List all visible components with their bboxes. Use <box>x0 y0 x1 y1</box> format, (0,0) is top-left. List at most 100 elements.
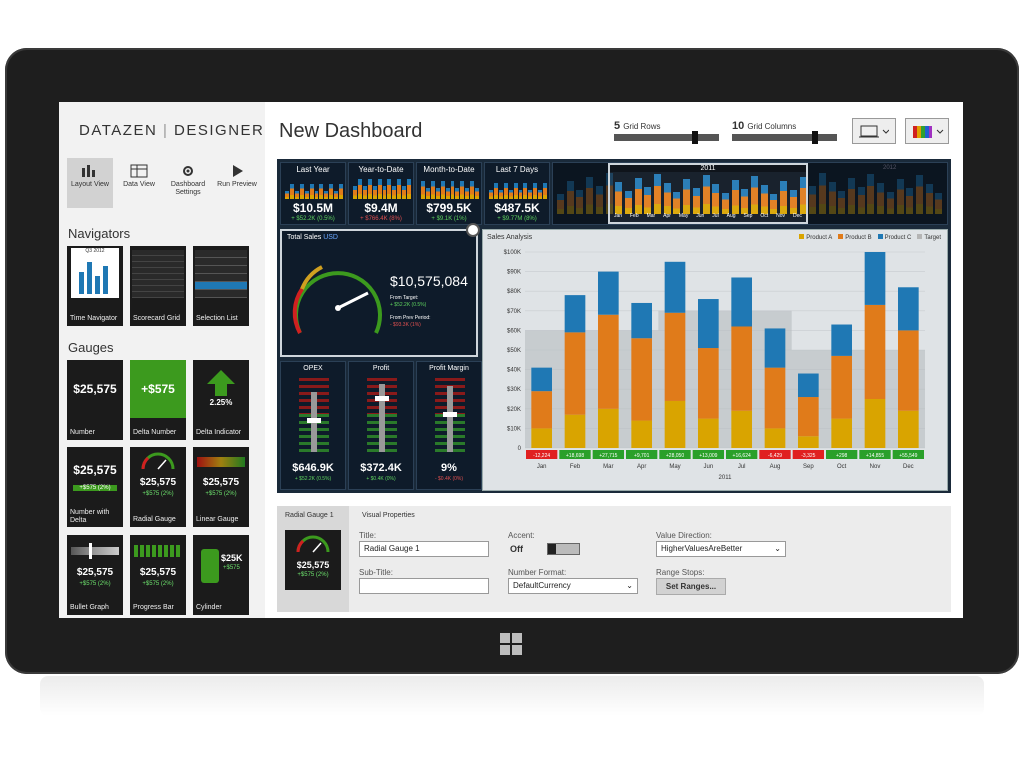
kpi-sparkbar <box>299 184 304 199</box>
bar-product-c <box>531 367 552 392</box>
bar-product-c <box>764 328 786 368</box>
grid-columns-slider[interactable]: 10 Grid Columns <box>732 120 837 146</box>
kpi-sparkbar <box>294 191 299 199</box>
kpi-sparkbar <box>475 188 480 199</box>
total-sales-gauge[interactable]: Total Sales USD $10,575,084 From Target:… <box>280 229 478 357</box>
time-navigator-month: Jun <box>696 213 705 219</box>
time-navigator-months: Jan Feb Mar Apr May Jun Jul Aug Sep Oct Nov Dec <box>610 213 806 221</box>
bar-product-b <box>531 391 552 429</box>
x-tick-label: Feb <box>570 464 581 470</box>
chart-legend: Product A Product B Product C Target <box>799 234 941 241</box>
bar-product-b <box>698 348 719 419</box>
kpi-sparkbar <box>513 183 518 199</box>
selected-tile-label: Radial Gauge 1 <box>285 512 334 519</box>
delta-badge <box>826 450 858 459</box>
delta-label: +9,701 <box>634 453 650 459</box>
time-navigator-bar <box>644 187 652 214</box>
grid-rows-slider[interactable]: 5 Grid Rows <box>614 120 719 146</box>
selection-list-tile[interactable]: Selection List <box>193 246 249 326</box>
profit-margin-gauge[interactable]: Profit Margin 9% - $0.4K (0%) <box>416 361 482 490</box>
chevron-down-icon: ⌄ <box>774 544 781 553</box>
kpi-sparkbar <box>289 184 294 199</box>
time-navigator-selection[interactable]: 2011 Jan Feb Mar Apr May Jun Jul Aug Sep Oct Nov De… <box>608 163 808 224</box>
tile-value: 2.25% <box>209 398 233 407</box>
brand-name: DATAZEN <box>79 122 158 139</box>
bar-product-a <box>864 399 886 448</box>
number-with-delta-tile[interactable]: $25,575 +$575 (2%) Number with Delta <box>67 447 123 527</box>
color-theme-dropdown[interactable] <box>905 118 949 144</box>
tile-value: $25,575 <box>73 382 117 396</box>
value-direction-select[interactable]: HigherValuesAreBetter ⌄ <box>656 541 786 557</box>
bullet-graph-tile[interactable]: $25,575 +$575 (2%) Bullet Graph <box>67 535 123 615</box>
time-navigator-bar <box>586 177 594 214</box>
kpi-sparkbar <box>314 191 319 199</box>
windows-logo-icon[interactable] <box>500 633 522 655</box>
time-navigator[interactable]: 2011 Jan Feb Mar Apr May Jun Jul Aug Sep Oct Nov De… <box>552 162 948 225</box>
data-view-button[interactable]: Data View <box>116 158 162 208</box>
number-format-select[interactable]: DefaultCurrency ⌄ <box>508 578 638 594</box>
number-gauge-tile[interactable]: $25,575 Number <box>67 360 123 440</box>
time-navigator-month: Aug <box>726 213 736 219</box>
time-navigator-bar <box>935 193 943 214</box>
device-dropdown[interactable] <box>852 118 896 144</box>
grid-cols-label: Grid Columns <box>747 122 797 131</box>
dashboard-settings-button[interactable]: Dashboard Settings <box>165 158 211 208</box>
x-tick-label: Jun <box>703 464 713 470</box>
x-tick-label: Sep <box>803 464 814 470</box>
title-input[interactable]: Radial Gauge 1 <box>359 541 489 557</box>
kpi-sparkbar <box>397 179 402 199</box>
delta-indicator-tile[interactable]: 2.25% Delta Indicator <box>193 360 249 440</box>
kpi-sparkbar <box>425 188 430 199</box>
kpi-sparkbars <box>421 177 480 199</box>
progress-bar-tile[interactable]: $25,575 +$575 (2%) Progress Bar <box>130 535 186 615</box>
time-navigator-bar <box>799 177 807 214</box>
tile-preview <box>132 250 184 298</box>
y-tick-label: $60K <box>507 328 521 334</box>
kpi-sparkbar <box>533 183 538 199</box>
delta-badge <box>892 450 924 459</box>
tile-label: Cylinder <box>196 604 222 611</box>
visual-properties-heading: Visual Properties <box>362 512 415 519</box>
time-navigator-bar <box>877 183 885 214</box>
dashboard-canvas[interactable]: Last Year $10.5M + $52.2K (0.5%) Year-to… <box>277 159 951 493</box>
tile-label: Number with Delta <box>70 509 110 524</box>
cylinder-tile[interactable]: $25K +$575 Cylinder <box>193 535 249 615</box>
kpi-year-to-date[interactable]: Year-to-Date $9.4M + $766.4K (8%) <box>348 162 414 225</box>
kpi-last-year[interactable]: Last Year $10.5M + $52.2K (0.5%) <box>280 162 346 225</box>
kpi-sparkbar <box>465 188 470 199</box>
layout-view-button[interactable]: Layout View <box>67 158 113 208</box>
set-ranges-button[interactable]: Set Ranges... <box>656 578 726 595</box>
tile-settings-gear-icon[interactable] <box>466 223 480 237</box>
selected-tile-tab[interactable]: Radial Gauge 1 $25,575 +$575 (2%) <box>277 506 349 612</box>
tile-label: Number <box>70 429 95 436</box>
tile-label: Delta Number <box>133 429 177 436</box>
properties-panel: Radial Gauge 1 $25,575 +$575 (2%) Visual… <box>277 506 951 612</box>
mode-label: Layout View <box>70 181 109 188</box>
page-title: New Dashboard <box>279 120 423 142</box>
opex-gauge[interactable]: OPEX $646.9K + $52.2K (0.5%) <box>280 361 346 490</box>
y-tick-label: $100K <box>504 250 521 256</box>
tile-label: Scorecard Grid <box>133 315 181 322</box>
bar-product-a <box>898 410 919 448</box>
kpi-month-to-date[interactable]: Month-to-Date $799.5K + $9.1K (1%) <box>416 162 482 225</box>
linear-gauge-tile[interactable]: $25,575 +$575 (2%) Linear Gauge <box>193 447 249 527</box>
scorecard-grid-tile[interactable]: Scorecard Grid <box>130 246 186 326</box>
delta-number-tile[interactable]: +$575 Delta Number <box>130 360 186 440</box>
radial-gauge-tile[interactable]: $25,575 +$575 (2%) Radial Gauge <box>130 447 186 527</box>
kpi-sparkbar <box>285 191 289 199</box>
kpi-last-7-days[interactable]: Last 7 Days $487.5K + $9.77M (8%) <box>484 162 550 225</box>
gauge-delta: - $0.4K (0%) <box>434 476 464 482</box>
run-preview-button[interactable]: Run Preview <box>214 158 260 208</box>
bar-product-b <box>831 355 852 419</box>
gear-icon <box>183 166 193 176</box>
bar-product-a <box>564 414 586 448</box>
sales-analysis-chart[interactable]: Sales Analysis Product A Product B Product… <box>482 229 948 491</box>
kpi-title: Month-to-Date <box>423 165 475 174</box>
subtitle-input[interactable] <box>359 578 489 594</box>
accent-toggle[interactable] <box>547 543 580 555</box>
gauges-heading: Gauges <box>68 340 114 355</box>
time-navigator-tile[interactable]: Q3 2012 Time Navigator <box>67 246 123 326</box>
delta-label: +27,715 <box>599 453 617 459</box>
x-tick-label: May <box>669 464 680 470</box>
profit-gauge[interactable]: Profit $372.4K + $0.4K (0%) <box>348 361 414 490</box>
